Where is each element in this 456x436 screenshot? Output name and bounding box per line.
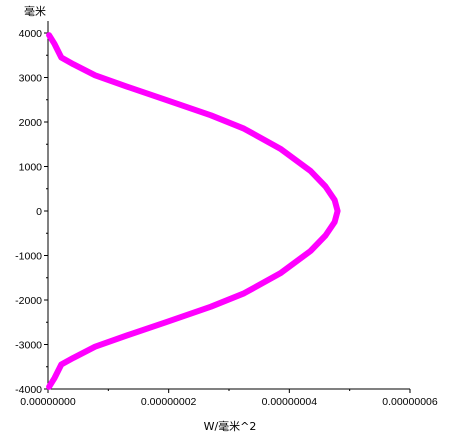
y-tick-label: 4000 [19,28,43,40]
y-tick-label: -3000 [15,340,42,352]
y-tick-label: -1000 [15,251,42,263]
tick-marks [44,32,411,393]
series-line [46,32,341,390]
y-tick-label: 2000 [19,117,43,129]
y-tick-label: -2000 [15,295,42,307]
x-tick-label: 0.00000006 [382,396,438,408]
y-tick-label: -4000 [15,384,42,396]
x-tick-label: 0.00000000 [20,396,76,408]
y-axis-title: 毫米 [24,4,46,18]
tick-labels: 40003000200010000-1000-2000-3000-40000.0… [15,28,438,408]
x-tick-label: 0.00000002 [141,396,197,408]
y-tick-label: 0 [36,206,42,218]
x-axis-title: W/毫米^2 [204,419,257,433]
series-layer [46,32,341,390]
y-tick-label: 1000 [19,162,43,174]
x-tick-label: 0.00000004 [262,396,318,408]
y-tick-label: 3000 [19,73,43,85]
